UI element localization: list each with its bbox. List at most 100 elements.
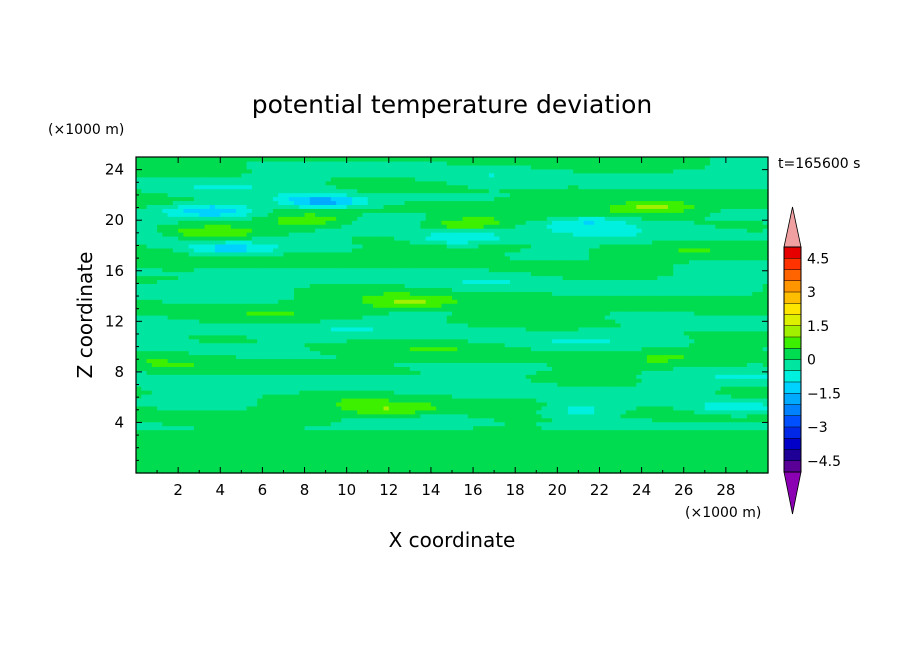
field-cell [357,322,364,328]
field-cell [667,322,674,328]
field-cell [746,394,753,399]
field-cell [330,397,337,403]
field-cell [710,457,716,462]
field-cell [246,449,253,454]
field-cell [162,370,169,375]
field-cell [467,378,474,383]
field-cell [504,334,511,340]
field-cell [162,350,169,356]
field-cell [525,370,532,375]
field-cell [520,405,527,411]
field-cell [415,465,421,470]
field-cell [509,465,516,470]
field-cell [525,394,532,399]
field-cell [604,346,611,352]
field-cell [209,453,216,458]
field-cell [251,465,258,470]
field-cell [494,433,500,439]
field-cell [388,457,395,462]
field-cell [762,445,769,450]
field-cell [251,334,258,340]
field-cell [146,322,153,328]
field-cell [546,311,553,316]
field-cell [715,413,722,419]
field-cell [388,322,395,328]
field-cell [383,358,390,363]
field-cell [757,350,764,356]
field-cell [673,386,680,391]
field-cell [478,346,485,352]
field-cell [457,449,464,454]
field-cell [304,311,311,316]
field-cell [588,366,595,371]
field-cell [704,409,711,415]
field-cell [704,342,711,348]
field-cell [220,457,227,462]
field-cell [394,311,400,316]
field-cell [536,354,543,360]
field-cell [409,429,416,435]
field-cell [204,429,211,435]
field-cell [689,326,695,332]
field-cell [441,307,448,312]
field-cell [436,469,443,474]
field-cell [199,318,206,324]
field-cell [504,311,511,316]
field-cell [430,421,437,427]
field-cell [599,378,606,383]
field-cell [441,445,448,450]
field-cell [362,433,369,439]
field-cell [657,350,664,356]
field-cell [346,405,353,411]
field-cell [246,315,253,320]
field-cell [652,469,658,474]
field-cell [615,338,622,344]
field-cell [157,390,163,395]
field-cell [483,378,490,383]
field-cell [146,417,153,423]
field-cell [241,382,248,387]
field-cell [141,354,148,360]
field-cell [146,394,153,399]
field-cell [678,465,685,470]
field-cell [473,429,479,435]
field-cell [515,394,522,399]
field-cell [604,318,611,324]
field-cell [483,330,490,336]
field-cell [178,370,184,375]
field-cell [457,338,464,344]
field-cell [199,417,206,423]
field-cell [178,338,184,344]
field-cell [531,311,537,316]
field-cell [588,437,595,442]
field-cell [552,338,558,344]
field-cell [341,457,348,462]
field-cell [367,366,374,371]
field-cell [515,409,522,415]
field-cell [694,394,701,399]
field-cell [610,374,616,379]
field-cell [225,445,232,450]
field-cell [631,453,637,458]
field-cell [294,386,300,391]
field-cell [604,457,611,462]
field-cell [662,330,669,336]
field-cell [599,358,606,363]
field-cell [183,437,190,442]
field-cell [657,461,664,466]
field-cell [746,326,753,332]
field-cell [162,429,169,435]
field-cell [520,469,527,474]
field-cell [204,445,211,450]
field-cell [215,334,221,340]
field-cell [272,390,279,395]
field-cell [578,350,585,356]
field-cell [531,334,537,340]
field-cell [362,354,369,360]
field-cell [662,457,669,462]
field-cell [373,397,379,403]
field-cell [288,433,295,439]
field-cell [330,469,337,474]
field-cell [473,322,479,328]
field-cell [136,330,142,336]
